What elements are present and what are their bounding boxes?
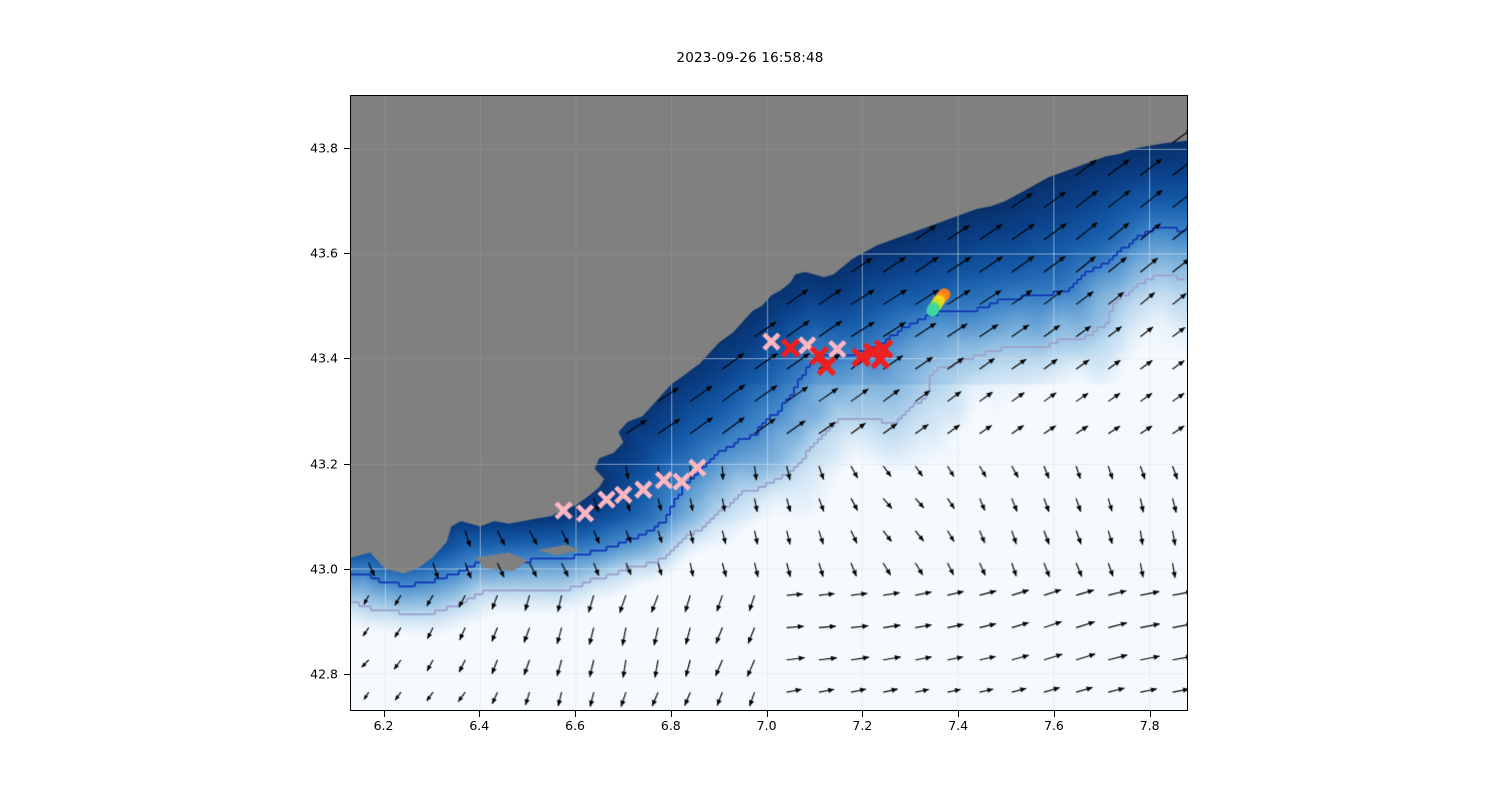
map-canvas[interactable] — [351, 96, 1187, 710]
ytick-label: 43.8 — [310, 140, 338, 156]
ytick-mark — [344, 147, 350, 149]
xtick-mark — [1149, 711, 1151, 717]
xtick-label: 7.0 — [756, 718, 777, 733]
xtick-mark — [862, 711, 864, 717]
xtick-mark — [766, 711, 768, 717]
map-axes[interactable] — [350, 95, 1188, 711]
xtick-label: 6.8 — [660, 718, 681, 733]
xtick-label: 6.4 — [469, 718, 490, 733]
xtick-label: 7.8 — [1139, 718, 1160, 733]
xtick-mark — [383, 711, 385, 717]
xtick-mark — [1053, 711, 1055, 717]
page-title: 2023-09-26 16:58:48 — [676, 50, 824, 66]
ytick-label: 43.2 — [310, 456, 338, 472]
xtick-mark — [575, 711, 577, 717]
xtick-label: 7.6 — [1043, 718, 1064, 733]
ytick-label: 43.4 — [310, 350, 338, 366]
ytick-mark — [344, 252, 350, 254]
xtick-mark — [479, 711, 481, 717]
ytick-mark — [344, 358, 350, 360]
xtick-mark — [670, 711, 672, 717]
ytick-label: 42.8 — [310, 666, 338, 682]
xtick-mark — [958, 711, 960, 717]
ytick-mark — [344, 568, 350, 570]
xtick-label: 7.2 — [852, 718, 873, 733]
xtick-label: 6.6 — [565, 718, 586, 733]
xtick-label: 7.4 — [948, 718, 969, 733]
ytick-mark — [344, 463, 350, 465]
ytick-label: 43.6 — [310, 245, 338, 261]
xtick-label: 6.2 — [373, 718, 394, 733]
ytick-label: 43.0 — [310, 561, 338, 577]
ytick-mark — [344, 674, 350, 676]
